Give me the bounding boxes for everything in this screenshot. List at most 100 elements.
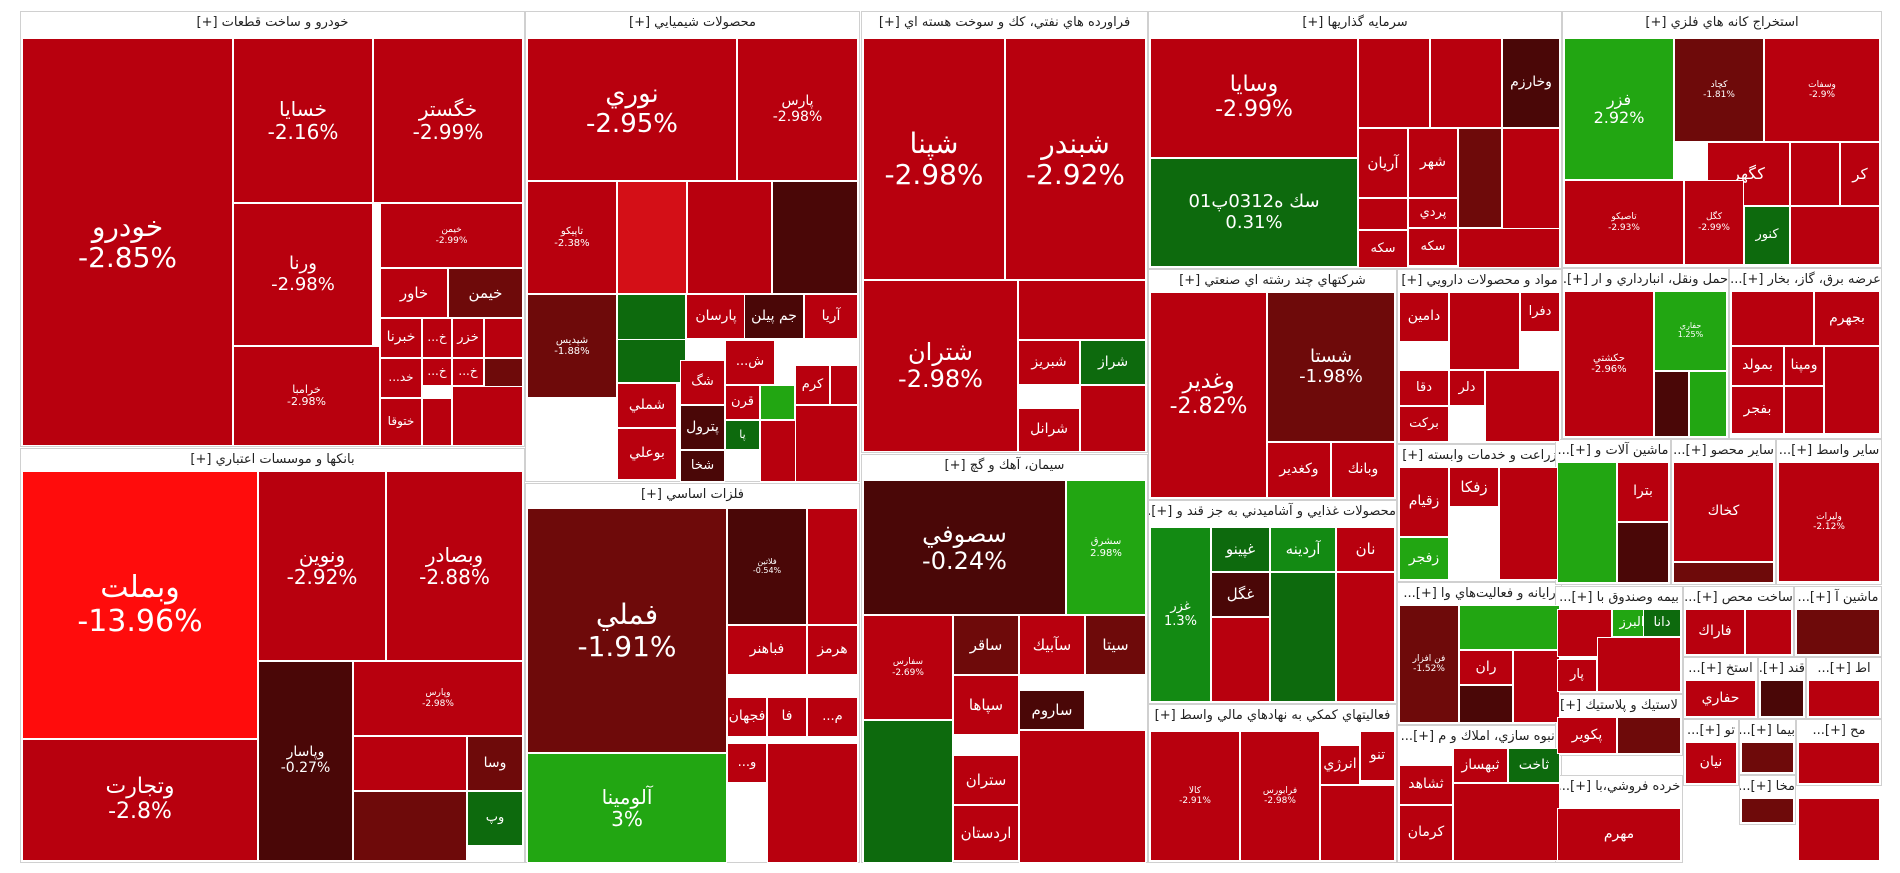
sector-title[interactable]: محصولات شيميايي [+] [526,12,859,34]
stock-tile[interactable]: غزر 1.3% [1150,527,1211,702]
stock-tile[interactable]: م... [807,697,858,737]
stock-tile[interactable]: كرمان [1399,805,1453,861]
stock-tile-unlabeled[interactable] [1654,371,1689,437]
sector-title[interactable]: حمل ونقل، انبارداري و ار [+]... [1563,269,1728,291]
stock-tile[interactable]: غگل [1211,572,1270,617]
stock-tile[interactable]: خيمن [448,268,523,318]
stock-tile-unlabeled[interactable] [1485,370,1560,442]
stock-tile-unlabeled[interactable] [772,181,858,294]
sector-title[interactable]: فعاليتهاي كمكي به نهادهاي مالي واسط [+] [1149,705,1396,727]
stock-tile-unlabeled[interactable] [1745,609,1792,655]
sector-title[interactable]: زراعت و خدمات وابسته [+] [1398,445,1561,467]
stock-tile[interactable]: وسفات -2.9% [1764,38,1880,142]
stock-tile[interactable]: غپينو [1211,527,1270,572]
stock-tile[interactable]: خ... [422,318,452,358]
stock-tile-unlabeled[interactable] [1270,572,1336,702]
stock-tile-unlabeled[interactable] [1320,785,1395,861]
sector-title[interactable]: ماشين آ [+]... [1795,587,1881,609]
stock-tile-unlabeled[interactable] [1731,291,1814,346]
stock-tile-unlabeled[interactable] [1453,783,1560,861]
stock-tile[interactable]: نان [1336,527,1395,572]
stock-tile[interactable]: وتجارت -2.8% [22,739,258,861]
stock-tile-unlabeled[interactable] [1798,742,1880,784]
stock-tile-unlabeled[interactable] [617,339,686,383]
stock-tile-unlabeled[interactable] [1459,605,1560,650]
stock-tile-unlabeled[interactable] [687,181,772,294]
stock-tile[interactable]: كخاك [1673,462,1774,562]
sector-title[interactable]: عرضه برق، گاز، بخار [+]... [1730,269,1881,291]
sector-title[interactable]: بيما [+]... [1740,720,1795,742]
stock-tile[interactable]: حفاري [1685,680,1756,717]
stock-tile[interactable]: ساقر [953,615,1019,675]
stock-tile-unlabeled[interactable] [863,720,953,863]
stock-tile[interactable]: وغدير -2.82% [1150,292,1267,498]
stock-tile-unlabeled[interactable] [617,181,687,294]
stock-tile[interactable]: وليرات -2.12% [1778,462,1880,582]
stock-tile[interactable]: پارس -2.98% [737,38,858,181]
stock-tile-unlabeled[interactable] [830,365,858,405]
stock-tile[interactable]: بوعلي [617,428,677,480]
stock-tile[interactable]: پار [1557,659,1597,692]
stock-tile-unlabeled[interactable] [1449,292,1520,370]
stock-tile[interactable]: خ... [422,358,452,386]
stock-tile[interactable]: فزر 2.92% [1564,38,1674,180]
stock-tile-unlabeled[interactable] [1557,462,1617,583]
sector-title[interactable]: بانكها و موسسات اعتباري [+] [21,449,524,471]
stock-tile[interactable]: ران [1459,650,1513,685]
stock-tile[interactable]: شرانل [1018,408,1080,452]
stock-tile[interactable]: كنور [1744,206,1790,265]
stock-tile[interactable]: فلاتين -0.54% [727,508,807,625]
stock-tile[interactable]: كالا -2.91% [1150,731,1240,861]
stock-tile[interactable]: خسايا -2.16% [233,38,373,203]
stock-tile[interactable]: دلر [1449,370,1485,406]
stock-tile[interactable]: ستران [953,755,1019,805]
stock-tile[interactable]: آريان [1358,128,1408,198]
stock-tile[interactable]: خد... [380,358,422,398]
stock-tile[interactable]: وپارس -2.98% [353,661,523,736]
stock-tile-unlabeled[interactable] [1211,617,1270,702]
stock-tile[interactable]: شراز [1080,340,1146,385]
stock-tile[interactable]: وكغدير [1267,442,1331,498]
stock-tile[interactable]: فاراك [1685,609,1745,655]
stock-tile[interactable]: دفرا [1520,292,1560,332]
stock-tile[interactable]: وبانك [1331,442,1395,498]
stock-tile[interactable]: نوري -2.95% [527,38,737,181]
sector-title[interactable]: بيمه وصندوق با [+]... [1556,587,1682,609]
stock-tile-unlabeled[interactable] [353,736,467,791]
stock-tile[interactable]: بركت [1399,406,1449,442]
stock-tile[interactable]: اردستان [953,805,1019,861]
stock-tile[interactable]: قرن [725,385,760,420]
stock-tile[interactable]: و... [727,743,767,783]
stock-tile-unlabeled[interactable] [1358,198,1408,230]
stock-tile[interactable]: تنو [1360,731,1395,781]
stock-tile[interactable]: سيتا [1085,615,1146,675]
stock-tile-unlabeled[interactable] [1689,371,1727,437]
stock-tile[interactable]: سكه [1358,230,1408,268]
sector-title[interactable]: مواد و محصولات دارويي [+] [1398,270,1561,292]
stock-tile-unlabeled[interactable] [1790,206,1880,265]
stock-tile-unlabeled[interactable] [1459,685,1513,723]
stock-tile[interactable]: وبملت -13.96% [22,471,258,739]
stock-tile[interactable]: بجهرم [1814,291,1880,346]
stock-tile-unlabeled[interactable] [452,386,523,446]
stock-tile-unlabeled[interactable] [1080,385,1146,452]
stock-tile[interactable]: ورنا -2.98% [233,203,373,346]
sector-title[interactable]: رايانه و فعاليت‌هاي وا [+]... [1398,583,1561,605]
sector-title[interactable]: خرده فروشي،با [+]... [1556,776,1682,798]
stock-tile[interactable]: شهر [1408,128,1458,198]
stock-tile[interactable]: فا [767,697,807,737]
stock-tile[interactable]: فملي -1.91% [527,508,727,753]
stock-tile[interactable]: سصوفي -0.24% [863,480,1066,615]
sector-title[interactable]: فلزات اساسي [+] [526,484,859,506]
stock-tile[interactable]: خودرو -2.85% [22,38,233,446]
stock-tile[interactable]: شتران -2.98% [863,280,1018,452]
stock-tile[interactable]: فن افزار -1.52% [1399,605,1459,723]
stock-tile[interactable]: وسا [467,736,523,791]
stock-tile[interactable]: زفكا [1449,467,1499,507]
stock-tile-unlabeled[interactable] [767,743,858,863]
sector-title[interactable]: محصولات غذايي و آشاميدني به جز قند و [+]… [1149,501,1396,523]
stock-tile[interactable]: زفجر [1399,537,1449,580]
stock-tile-unlabeled[interactable] [795,405,858,482]
stock-tile[interactable]: حكشتي -2.96% [1564,291,1654,437]
sector-title[interactable]: ساير واسط [+]... [1777,440,1881,462]
